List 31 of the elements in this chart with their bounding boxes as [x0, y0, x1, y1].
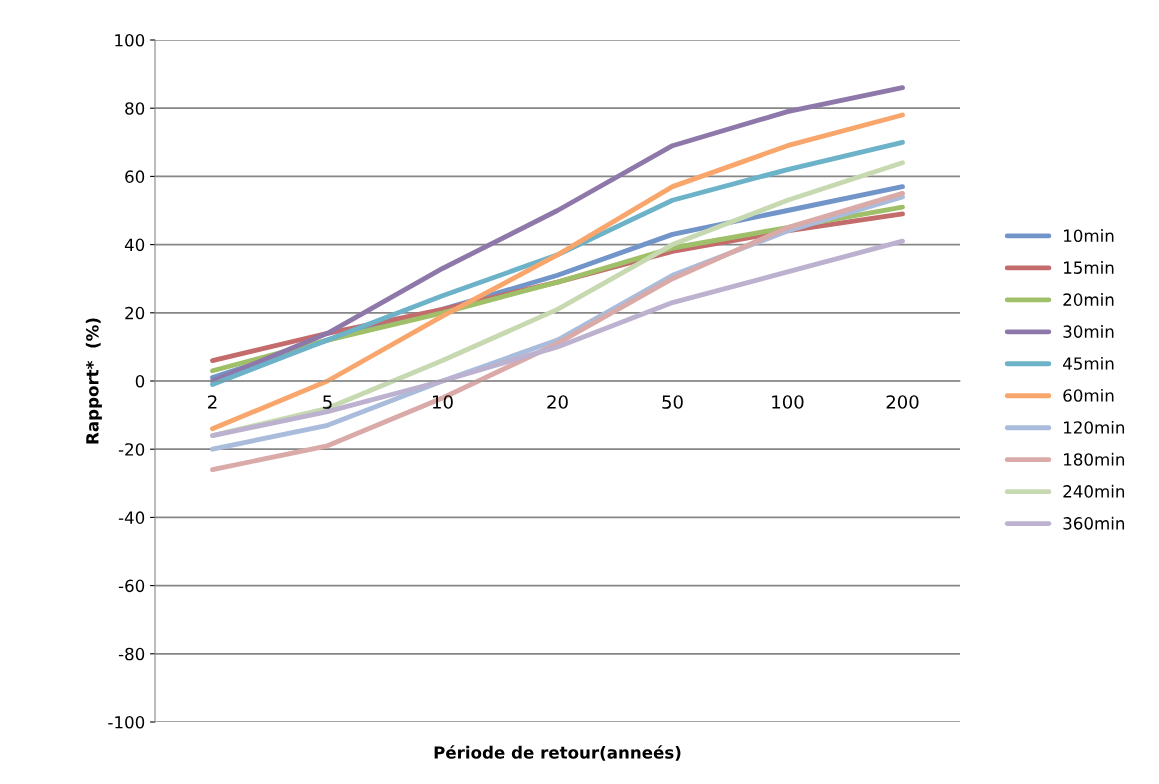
y-tick-label: 60	[125, 170, 145, 183]
y-tick-label: -100	[108, 715, 145, 729]
legend-label: 60min	[1063, 388, 1114, 402]
x-tick-label: 100	[772, 395, 804, 409]
legend-label: 45min	[1063, 356, 1114, 370]
legend-label: 180min	[1064, 452, 1125, 466]
y-tick-label: -60	[118, 579, 145, 593]
x-tick-label: 20	[547, 395, 568, 409]
y-tick-label: 0	[135, 374, 145, 388]
legend-label: 10min	[1064, 229, 1114, 242]
x-axis-title: Période de retour(anneés)	[434, 745, 681, 761]
y-tick-label: -20	[118, 443, 145, 456]
y-tick-label: 40	[124, 238, 145, 252]
legend-label: 20min	[1063, 293, 1114, 306]
legend-label: 15min	[1064, 261, 1114, 274]
x-tick-label: 200	[886, 395, 919, 409]
x-tick-label: 5	[323, 395, 332, 409]
y-axis-title: Rapport* (%)	[85, 318, 102, 444]
y-tick-label: -40	[118, 511, 145, 524]
legend-label: 30min	[1063, 324, 1114, 338]
y-tick-label: 80	[125, 102, 145, 115]
x-tick-label: 50	[662, 395, 683, 409]
legend-label: 120min	[1064, 420, 1125, 434]
legend-label: 240min	[1063, 484, 1125, 498]
y-tick-label: -80	[118, 647, 145, 661]
line-series	[210, 139, 905, 387]
legend-label: 360min	[1063, 516, 1125, 530]
y-tick-label: 100	[115, 33, 145, 47]
x-tick-label: 2	[208, 395, 217, 409]
y-tick-label: 20	[125, 306, 145, 320]
x-tick-label: 10	[433, 395, 453, 409]
